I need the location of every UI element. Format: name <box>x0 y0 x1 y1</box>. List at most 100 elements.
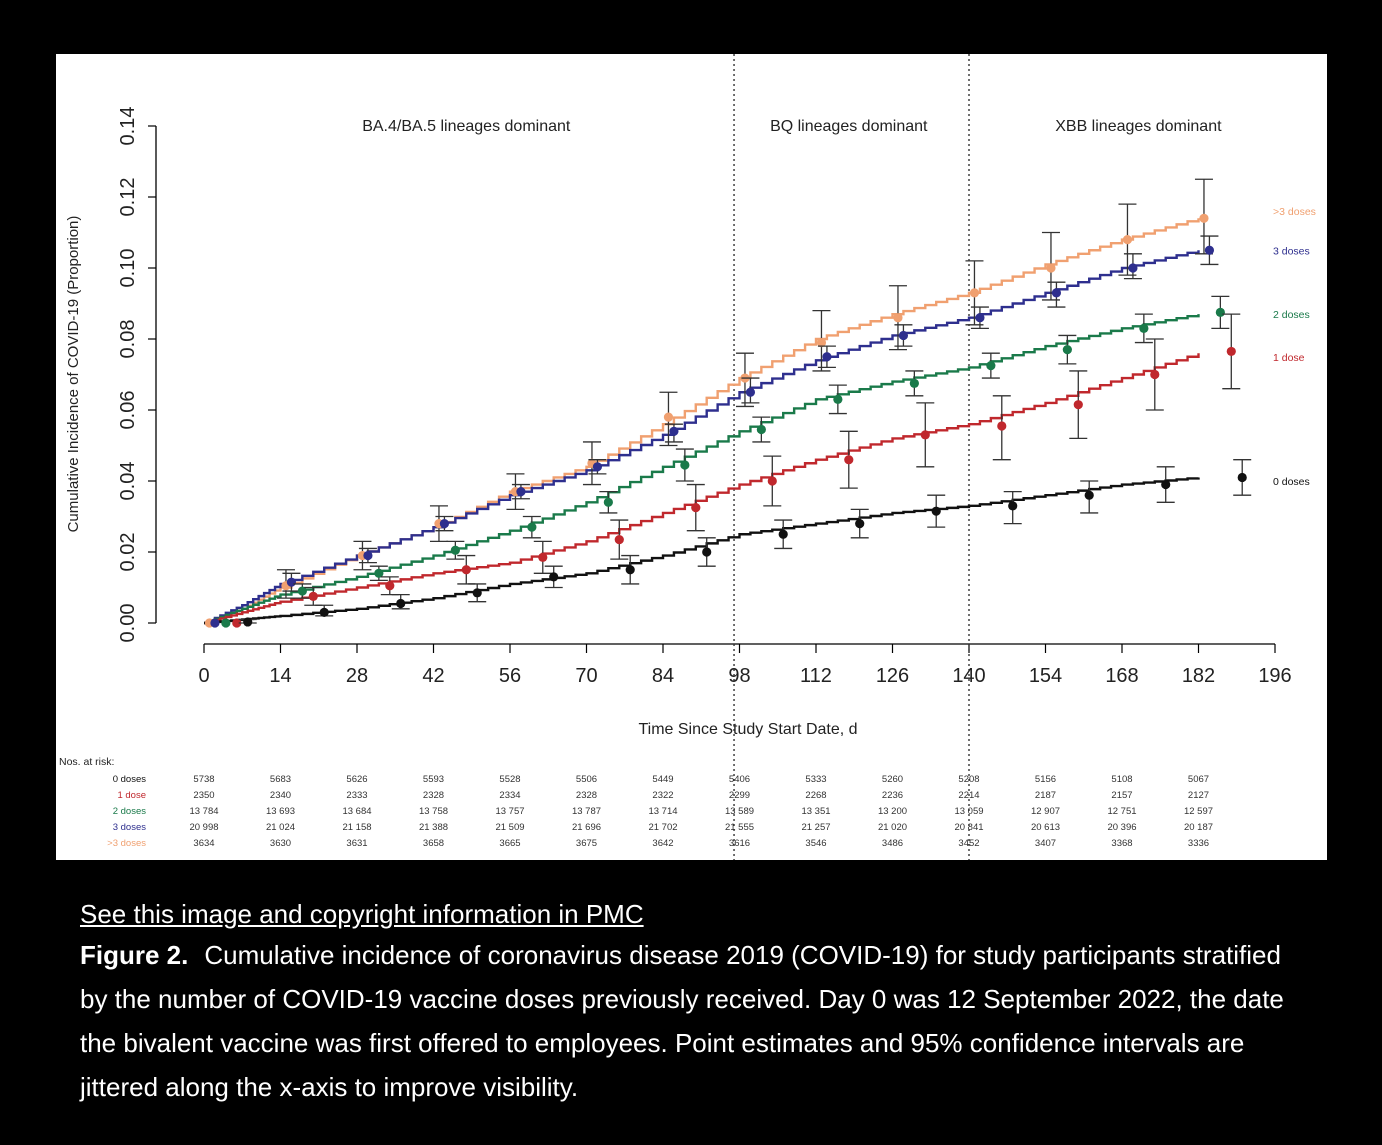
risk-table-cell: 3486 <box>882 838 903 849</box>
risk-table-row-label: 0 doses <box>113 774 147 785</box>
data-point-0doses <box>778 529 788 539</box>
risk-table-cell: 13 684 <box>342 806 371 817</box>
data-point-2doses <box>756 424 766 435</box>
risk-table-cell: 21 696 <box>572 822 601 833</box>
risk-table-cell: 3630 <box>270 838 291 849</box>
figure-panel: 0 14 28 42 56 70 84 98 112 126 140 154 168 182 196 0.00… <box>56 54 1327 860</box>
figure-caption: See this image and copyright information… <box>80 897 1310 1109</box>
risk-table-cell: 3675 <box>576 838 597 849</box>
risk-table-title: Nos. at risk: <box>59 756 114 768</box>
data-point-0doses <box>472 588 482 598</box>
risk-table-cell: 5406 <box>729 774 750 785</box>
data-point-2doses <box>221 618 231 628</box>
risk-table-cell: 12 597 <box>1184 806 1213 817</box>
risk-table-cell: 2187 <box>1035 790 1056 801</box>
series-curve-3doses <box>204 218 1200 625</box>
y-tick-label: 0.08 <box>117 320 139 359</box>
period-label: XBB lineages dominant <box>1055 118 1222 135</box>
risk-table-cell: 13 059 <box>954 806 983 817</box>
x-tick-label: 196 <box>1258 665 1291 687</box>
risk-table-cell: 2328 <box>423 790 444 801</box>
x-tick-label: 84 <box>652 665 674 687</box>
data-point-0doses <box>549 572 559 582</box>
risk-table-cell: 2127 <box>1188 790 1209 801</box>
data-point-1dose <box>920 430 930 440</box>
risk-table-cell: 20 841 <box>954 822 983 833</box>
x-tick-label: 154 <box>1029 665 1062 687</box>
x-tick-label: 42 <box>422 665 444 687</box>
risk-table-cell: 13 200 <box>878 806 907 817</box>
risk-table-cell: 13 787 <box>572 806 601 817</box>
data-point-1dose <box>1150 369 1160 380</box>
data-point-3doses <box>669 426 679 436</box>
y-tick-label: 0.00 <box>117 604 139 643</box>
risk-table-cell: 12 751 <box>1107 806 1136 817</box>
data-point-2doses <box>527 522 537 532</box>
x-tick-label: 126 <box>876 665 909 687</box>
risk-table-cell: 13 758 <box>419 806 448 817</box>
data-point-3doses <box>663 412 674 422</box>
pmc-copyright-link[interactable]: See this image and copyright information… <box>80 899 644 929</box>
y-tick-label: 0.02 <box>117 533 139 572</box>
risk-table-cell: 20 998 <box>189 822 218 833</box>
data-point-3doses <box>1051 288 1062 298</box>
series-end-label: >3 doses <box>1273 206 1316 218</box>
data-point-3doses <box>210 618 220 628</box>
data-point-2doses <box>909 378 919 388</box>
series-curve-0doses <box>204 477 1200 625</box>
data-point-3doses <box>1199 213 1209 223</box>
period-label: BQ lineages dominant <box>770 118 928 135</box>
data-point-0doses <box>1084 490 1094 500</box>
data-point-3doses <box>439 519 450 529</box>
x-axis-label: Time Since Study Start Date, d <box>638 721 857 738</box>
data-point-3doses <box>745 387 756 397</box>
risk-table-cell: 3616 <box>729 838 750 849</box>
risk-table-cell: 2322 <box>652 790 673 801</box>
series-end-label: 0 doses <box>1273 476 1310 488</box>
data-point-1dose <box>1226 346 1236 357</box>
risk-table-cell: 21 388 <box>419 822 448 833</box>
x-tick-label: 28 <box>346 665 368 687</box>
risk-table-cell: 5626 <box>346 774 367 785</box>
data-point-1dose <box>385 581 395 591</box>
data-point-0doses <box>931 506 941 516</box>
risk-table-cell: 3631 <box>346 838 367 849</box>
risk-table-cell: 5593 <box>423 774 444 785</box>
series-curve-2doses <box>204 314 1200 625</box>
y-tick-label: 0.10 <box>117 249 139 288</box>
data-point-3doses <box>363 550 373 561</box>
period-label: BA.4/BA.5 lineages dominant <box>362 118 571 135</box>
risk-table-row-label: 3 doses <box>113 822 147 833</box>
risk-table-cell: 5260 <box>882 774 903 785</box>
x-tick-label: 0 <box>198 665 209 687</box>
data-point-1dose <box>308 591 318 601</box>
data-point-1dose <box>691 503 701 513</box>
data-point-0doses <box>1161 479 1171 490</box>
risk-table-cell: 3665 <box>499 838 520 849</box>
risk-table-row-label: >3 doses <box>107 838 146 849</box>
risk-table-cell: 3452 <box>958 838 979 849</box>
data-point-1dose <box>844 455 854 465</box>
risk-table-cell: 2214 <box>958 790 979 801</box>
risk-table-cell: 13 589 <box>725 806 754 817</box>
x-tick-label: 168 <box>1105 665 1138 687</box>
data-point-2doses <box>1139 323 1149 333</box>
data-point-3doses <box>516 487 526 497</box>
risk-table-cell: 3658 <box>423 838 444 849</box>
risk-table-cell: 5506 <box>576 774 597 785</box>
data-point-0doses <box>702 547 712 557</box>
risk-table-cell: 21 702 <box>648 822 677 833</box>
risk-table-cell: 3546 <box>805 838 826 849</box>
risk-table-cell: 5067 <box>1188 774 1209 785</box>
risk-table-cell: 20 613 <box>1031 822 1060 833</box>
risk-table-cell: 13 784 <box>189 806 218 817</box>
series-end-label: 2 doses <box>1273 309 1310 321</box>
y-tick-label: 0.14 <box>117 107 139 146</box>
data-point-3doses <box>822 352 832 362</box>
data-point-3doses <box>898 330 909 341</box>
data-point-2doses <box>603 497 613 507</box>
data-point-2doses <box>986 361 996 371</box>
x-tick-label: 182 <box>1182 665 1215 687</box>
risk-table-row-label: 2 doses <box>113 806 147 817</box>
risk-table-cell: 2236 <box>882 790 903 801</box>
